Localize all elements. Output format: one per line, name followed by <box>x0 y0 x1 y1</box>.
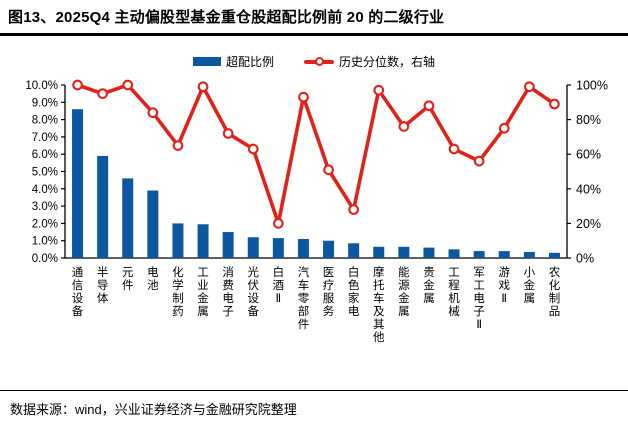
legend-bar-label: 超配比例 <box>225 55 274 69</box>
bar <box>172 223 184 258</box>
line-marker <box>247 143 259 155</box>
line-marker <box>97 88 108 99</box>
line-marker <box>423 100 435 112</box>
figure-header: 图13、2025Q4 主动偏股型基金重仓股超配比例前 20 的二级行业 <box>0 0 628 36</box>
line-marker <box>197 81 209 93</box>
line-marker <box>298 91 309 103</box>
right-axis-tick-label: 20% <box>576 217 601 231</box>
bar <box>222 232 234 258</box>
bar <box>348 243 360 258</box>
left-axis-tick-label: 5.0% <box>32 167 58 179</box>
line-marker-dot-icon <box>314 57 324 66</box>
x-axis-label: 医疗服务 <box>323 267 335 318</box>
line-marker <box>273 218 284 229</box>
x-axis-label: 电池 <box>147 266 159 292</box>
left-axis-tick-label: 4.0% <box>32 184 58 196</box>
bar <box>423 247 435 258</box>
x-axis-label: 光伏设备 <box>248 265 260 318</box>
line-marker <box>398 121 410 132</box>
bar <box>448 249 460 258</box>
left-axis-tick-label: 6.0% <box>32 149 58 161</box>
x-axis-label: 白酒 Ⅱ <box>273 265 285 305</box>
line-marker <box>122 79 134 91</box>
line-marker <box>147 107 159 119</box>
right-axis-tick-label: 40% <box>576 182 601 196</box>
left-axis-tick-label: 7.0% <box>32 132 58 144</box>
bar <box>272 238 284 258</box>
x-axis-label: 小金属 <box>524 266 536 305</box>
x-axis-label: 游戏 Ⅱ <box>499 266 511 305</box>
line-marker <box>373 84 385 96</box>
right-axis-tick-label: 80% <box>576 113 601 127</box>
chart-canvas: 0.0% 1.0% 2.0% 3.0% 4.0% 5.0% 6.0% 7.0% 8.0% 9.0%… <box>25 79 608 345</box>
line-marker <box>448 143 460 155</box>
bar <box>398 246 410 258</box>
line-marker <box>473 155 485 167</box>
bar <box>297 238 309 258</box>
x-axis-label: 农化制品 <box>549 265 561 318</box>
left-axis-tick-label: 3.0% <box>32 201 58 213</box>
left-axis-tick-label: 1.0% <box>32 236 58 248</box>
line-marker <box>498 122 510 134</box>
bar <box>323 240 335 258</box>
x-axis-label: 工业金属 <box>197 267 209 318</box>
x-axis-label: 汽车零部件 <box>298 265 310 331</box>
right-axis-tick-label: 0% <box>576 252 594 266</box>
bar <box>373 246 385 258</box>
x-axis-label: 元件 <box>122 267 134 292</box>
line-marker <box>523 81 535 93</box>
legend-item-line: 历史分位数，右轴 <box>304 53 435 70</box>
bar <box>72 109 84 258</box>
x-axis-label: 军工电子 Ⅱ <box>473 266 485 331</box>
bar-swatch-icon <box>192 57 221 66</box>
legend-item-bar: 超配比例 <box>192 53 274 70</box>
left-axis-tick-label: 0.0% <box>32 253 58 265</box>
bar <box>122 178 134 258</box>
legend-line-label: 历史分位数，右轴 <box>339 55 436 69</box>
left-axis-tick-label: 8.0% <box>32 115 58 127</box>
line-marker <box>222 128 234 139</box>
line-marker <box>72 79 83 91</box>
right-axis-tick-label: 60% <box>576 148 601 162</box>
line-marker <box>348 204 360 215</box>
x-axis-label: 消费电子 <box>222 265 234 318</box>
x-axis-label: 工程机械 <box>448 267 460 318</box>
bar <box>473 251 485 258</box>
data-source-text: 数据来源：wind，兴业证券经济与金融研究院整理 <box>10 402 297 417</box>
x-axis-label: 化学制药 <box>172 265 184 318</box>
line-marker <box>549 98 560 110</box>
bar <box>548 252 560 258</box>
right-axis-tick-label: 100% <box>576 79 608 93</box>
bar <box>197 224 209 258</box>
left-axis-tick-label: 9.0% <box>32 97 58 109</box>
x-axis-label: 贵金属 <box>423 266 435 305</box>
chart-legend: 超配比例 历史分位数，右轴 <box>0 53 628 70</box>
x-axis-label: 能源金属 <box>398 265 410 318</box>
line-marker <box>172 140 184 151</box>
x-axis-label: 通信设备 <box>72 266 84 318</box>
bar <box>247 237 259 258</box>
bar <box>523 251 535 258</box>
figure-title: 图13、2025Q4 主动偏股型基金重仓股超配比例前 20 的二级行业 <box>8 9 445 26</box>
figure-footer: 数据来源：wind，兴业证券经济与金融研究院整理 <box>0 390 628 418</box>
left-axis-tick-label: 10.0% <box>25 80 58 92</box>
line-swatch-icon <box>304 57 334 67</box>
x-axis-label: 白色家电 <box>348 265 360 318</box>
bar <box>147 190 159 258</box>
x-axis-label: 摩托车及其他 <box>373 265 385 344</box>
bar <box>498 251 510 258</box>
line-marker <box>323 164 334 176</box>
left-axis-tick-label: 2.0% <box>32 218 58 230</box>
bar <box>97 155 109 258</box>
x-axis-label: 半导体 <box>97 265 109 305</box>
